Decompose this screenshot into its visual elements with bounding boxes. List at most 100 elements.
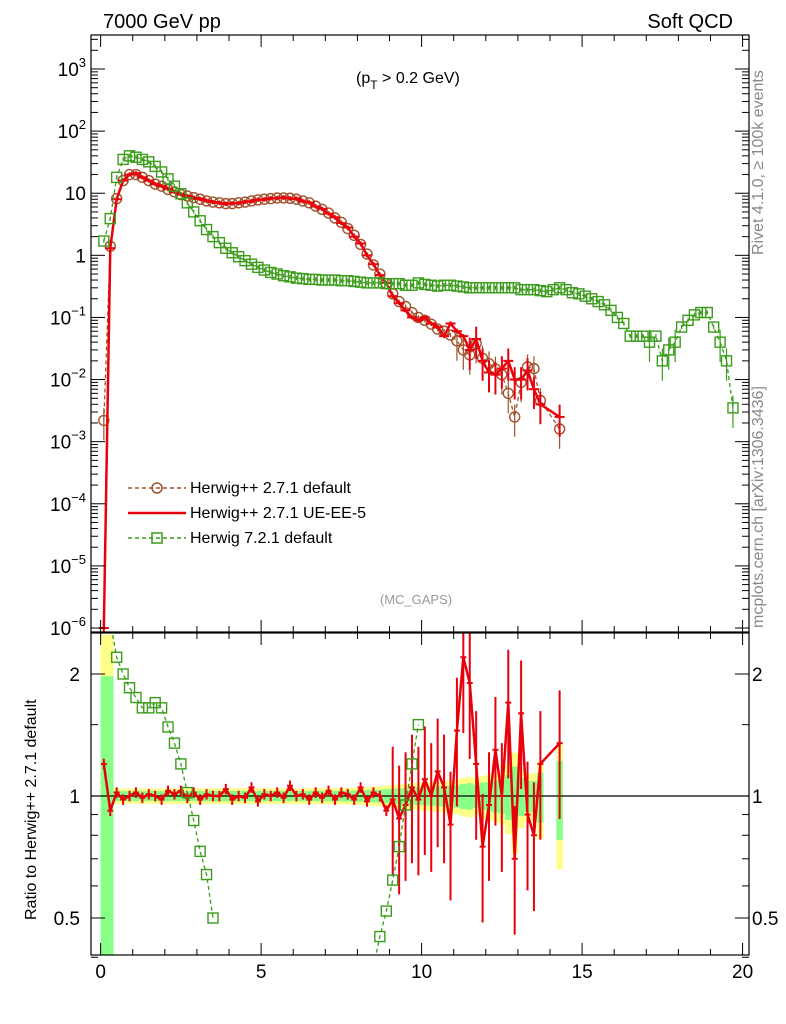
legend-marker-herwig7 (151, 532, 163, 544)
point-herwig7 (207, 230, 219, 243)
point-herwig7 (515, 283, 527, 296)
legend-label-herwig7: Herwig 7.2.1 default (190, 530, 333, 547)
point-herwig7 (701, 306, 713, 319)
point-herwig7 (669, 336, 681, 348)
point-herwig7 (528, 283, 540, 296)
ratio-point-herwig7 (168, 737, 181, 749)
point-herwig7 (534, 284, 547, 297)
point-herwig7 (380, 277, 392, 290)
ratio-point-herwig7 (123, 682, 136, 694)
point-herwig7 (162, 173, 174, 185)
ratio-point-herwig7 (155, 702, 168, 714)
y-tick-label-main: 10−5 (50, 552, 86, 578)
point-herwig7 (284, 271, 296, 283)
cut-annotation-sub: T (370, 78, 378, 92)
header-left: 7000 GeV pp (103, 11, 221, 33)
point-herwigpp_default (528, 362, 540, 375)
ratio-point-herwig7 (368, 961, 378, 971)
legend: Herwig++ 2.7.1 default Herwig++ 2.7.1 UE… (128, 480, 366, 547)
point-herwig7 (342, 275, 354, 287)
ratio-point-herwig7 (380, 905, 392, 917)
ratio-point-herwig7 (117, 668, 129, 680)
point-herwig7 (348, 275, 360, 288)
point-herwig7 (476, 282, 489, 294)
point-herwig7 (226, 247, 238, 259)
ratio-point-herwig7 (406, 758, 418, 770)
point-herwig7 (258, 264, 271, 276)
point-herwig7 (431, 280, 444, 292)
ratio-point-herwig7 (412, 718, 425, 731)
point-herwig7 (239, 254, 251, 267)
point-herwig7 (630, 330, 643, 342)
point-herwig7 (541, 285, 553, 298)
point-herwig7 (496, 282, 508, 294)
point-herwig7 (277, 269, 290, 282)
ratio-point-herwig7 (194, 845, 206, 858)
point-herwig7 (367, 277, 380, 289)
point-herwig7 (297, 273, 309, 285)
point-herwig7 (675, 321, 688, 333)
y-tick-label-ratio-right: 0.5 (752, 909, 778, 930)
ratio-point-herwig7 (130, 691, 142, 704)
point-herwig7 (566, 287, 579, 299)
y-tick-label-ratio: 1 (69, 787, 80, 808)
point-herwigpp_default (98, 414, 110, 427)
point-herwig7 (329, 274, 341, 286)
point-herwig7 (322, 274, 335, 286)
point-herwig7 (271, 268, 283, 280)
point-herwig7 (200, 223, 213, 236)
ratio-point-herwig7 (110, 651, 123, 663)
point-herwig7 (303, 273, 315, 286)
side-label-mcplots: mcplots.cern.ch [arXiv:1306.3436] (750, 386, 767, 628)
point-herwig7 (592, 295, 604, 308)
point-herwig7 (618, 317, 630, 330)
axis-tick-labels: 0 5 10 15 2010−610−510−410−310−210−111010210… (50, 55, 778, 983)
point-herwig7 (387, 277, 399, 290)
y-tick-label-main: 10−4 (50, 490, 86, 516)
point-herwig7 (560, 283, 572, 296)
legend-marker-herwigpp-default (151, 482, 163, 494)
axis-ticks (91, 35, 749, 958)
point-herwig7 (245, 258, 258, 270)
y-tick-label-main: 1 (75, 246, 86, 267)
point-herwigpp_default (361, 248, 373, 260)
ratio-ylabel: Ratio to Herwig++ 2.7.1 default (23, 699, 40, 920)
ratio-point-herwig7 (162, 721, 174, 733)
point-herwig7 (707, 321, 720, 333)
point-herwig7 (168, 180, 181, 192)
point-herwig7 (547, 283, 559, 296)
point-herwigpp_default (508, 411, 521, 423)
point-herwigpp_default (348, 229, 360, 242)
point-herwig7 (98, 235, 110, 247)
point-herwig7 (354, 276, 367, 288)
point-herwig7 (656, 355, 669, 367)
y-tick-label-main: 10 (65, 184, 86, 205)
point-herwig7 (438, 279, 450, 291)
cut-annotation-main: (p (356, 70, 370, 87)
point-herwig7 (130, 151, 142, 163)
x-tick-label: 20 (732, 962, 753, 983)
legend-entry-herwig7: Herwig 7.2.1 default (128, 530, 333, 547)
point-herwig7 (117, 153, 129, 166)
point-herwig7 (579, 290, 592, 302)
x-tick-label: 10 (411, 962, 432, 983)
point-herwig7 (727, 402, 739, 414)
x-tick-label: 5 (256, 962, 267, 983)
point-herwig7 (399, 279, 412, 291)
point-herwig7 (663, 344, 675, 356)
point-herwig7 (361, 277, 373, 289)
y-tick-label-main: 10−1 (50, 303, 86, 329)
ratio-point-herwig7 (207, 912, 219, 924)
y-tick-label-ratio: 0.5 (54, 909, 80, 930)
legend-label-herwigpp-ueee5: Herwig++ 2.7.1 UE-EE-5 (190, 505, 366, 522)
y-tick-label-main: 10−3 (50, 428, 86, 454)
point-herwig7 (335, 275, 348, 287)
point-herwig7 (252, 261, 264, 274)
point-herwig7 (650, 330, 662, 342)
point-herwig7 (643, 336, 656, 348)
point-herwig7 (444, 279, 457, 291)
point-herwig7 (521, 283, 534, 296)
point-herwig7 (232, 251, 245, 263)
